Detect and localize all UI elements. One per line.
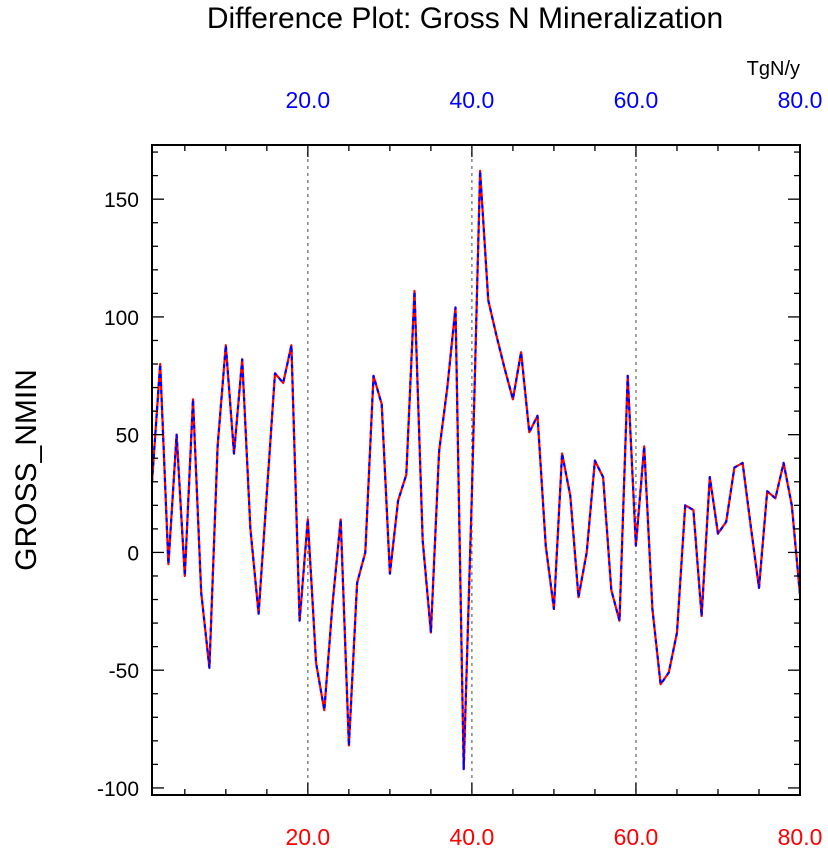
plot-series xyxy=(150,169,802,771)
x-tick-label-top: 60.0 xyxy=(614,87,659,113)
chart-title: Difference Plot: Gross N Mineralization xyxy=(207,2,723,35)
plot-frame xyxy=(151,144,801,796)
y-tick-label: 50 xyxy=(116,425,139,448)
units-label: TgN/y xyxy=(747,58,800,80)
x-tick-label-bottom: 60.0 xyxy=(614,824,659,850)
series-line-red xyxy=(150,169,802,771)
y-tick-label: 0 xyxy=(127,542,139,565)
x-tick-label-top: 80.0 xyxy=(778,87,823,113)
y-tick-label: -100 xyxy=(97,778,139,801)
y-axis-label: GROSS_NMIN xyxy=(10,369,43,571)
tick-labels: -100 -50 0 50 100 150 20.0 40.0 60.0 80.0 20.0 40.0… xyxy=(97,87,822,850)
y-tick-label: -50 xyxy=(109,660,139,683)
x-tick-label-top: 20.0 xyxy=(285,87,330,113)
y-tick-label: 150 xyxy=(104,189,139,212)
series-line-blue-dashed xyxy=(150,169,802,771)
x-tick-label-bottom: 80.0 xyxy=(778,824,823,850)
x-tick-label-top: 40.0 xyxy=(450,87,495,113)
x-tick-label-bottom: 20.0 xyxy=(285,824,330,850)
axis-ticks xyxy=(152,145,801,795)
y-tick-label: 100 xyxy=(104,307,139,330)
x-tick-label-bottom: 40.0 xyxy=(450,824,495,850)
